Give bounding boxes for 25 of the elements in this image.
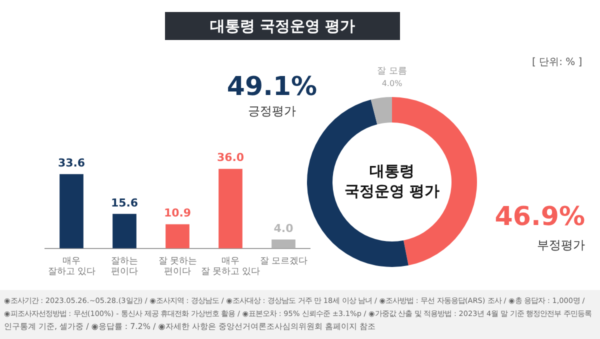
data-label: 46.9% xyxy=(494,202,585,232)
chart-title: 대통령 국정운영 평가 xyxy=(165,12,400,40)
bar xyxy=(218,168,242,248)
data-label: 4.0 xyxy=(274,222,294,235)
bar xyxy=(166,224,190,248)
data-label: 49.1% xyxy=(226,72,318,102)
slice-label: 잘 모름 xyxy=(377,66,407,76)
data-label: 15.6 xyxy=(110,196,138,210)
bar xyxy=(112,214,136,248)
data-label: 36.0 xyxy=(216,151,244,164)
text: 인구통계 기준, 셀가중 / ◉응답률 : 7.2% / ◉자세한 사항은 중앙선거여론조사심의위원회 홈페이지 참조 xyxy=(4,321,376,333)
data-label: 33.6 xyxy=(58,156,86,170)
data-label: 4.0% xyxy=(382,79,403,88)
x-tick-label: 매우 잘 못하고 있다 xyxy=(200,255,260,276)
x-tick-label: 잘 모르겠다 xyxy=(260,255,308,266)
text: [ 단위: % ] xyxy=(532,56,582,69)
x-tick-label: 잘 못하는 편이다 xyxy=(158,255,197,276)
bar xyxy=(272,240,296,248)
slice-label: 긍정평가 xyxy=(248,104,296,118)
data-label: 10.9 xyxy=(164,206,192,220)
bar xyxy=(60,174,84,248)
slice-label: 부정평가 xyxy=(537,238,585,252)
x-tick-label: 매우 잘하고 있다 xyxy=(48,255,96,276)
x-tick-label: 잘하는 편이다 xyxy=(111,255,138,276)
text: 대통령 국정운영 평가 xyxy=(344,162,440,200)
